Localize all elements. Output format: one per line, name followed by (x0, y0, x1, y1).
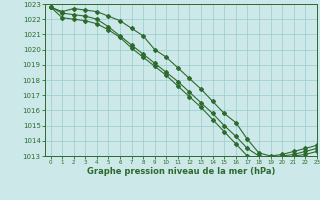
X-axis label: Graphe pression niveau de la mer (hPa): Graphe pression niveau de la mer (hPa) (87, 167, 275, 176)
